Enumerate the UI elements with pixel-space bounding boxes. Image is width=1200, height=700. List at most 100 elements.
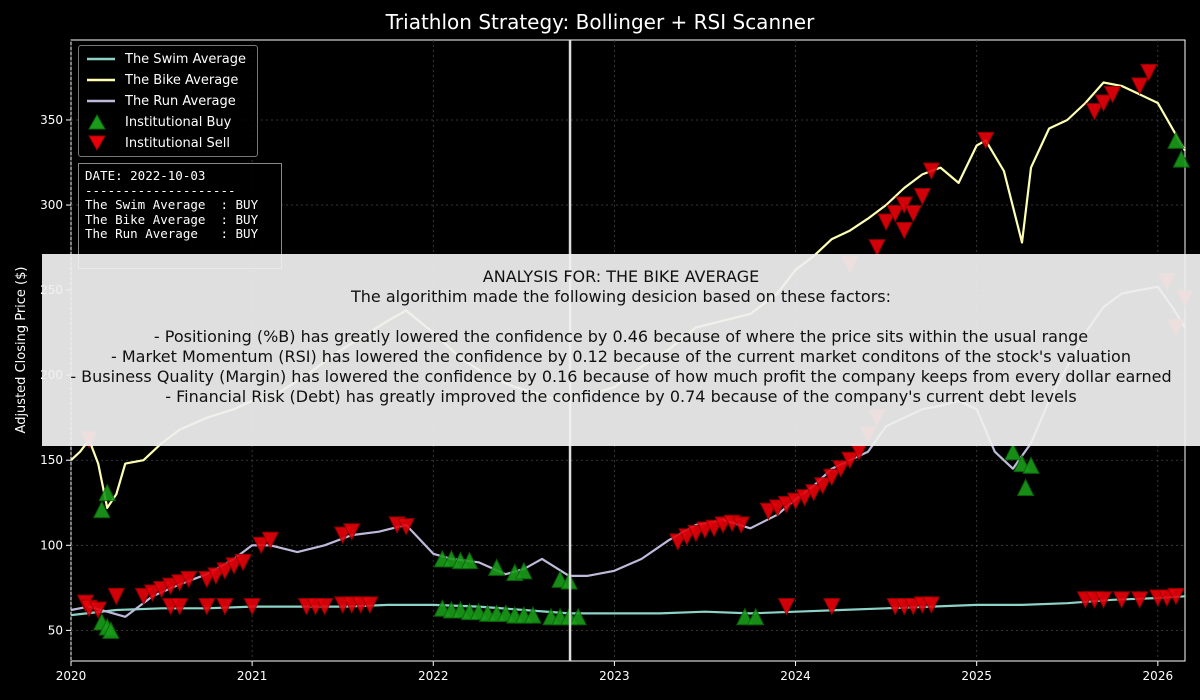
buy-signal-marker: [102, 621, 120, 639]
buy-signal-marker: [1022, 456, 1040, 474]
buy-signal-marker: [1004, 442, 1022, 461]
sell-signal-marker: [795, 489, 814, 507]
sell-signal-marker: [261, 531, 280, 550]
legend-item-sell: Institutional Sell: [87, 133, 230, 153]
x-axis-ticks: 2020 2021 2022 2023 2024 2025 2026: [56, 661, 1173, 683]
analysis-factor: - Business Quality (Margin) has lowered …: [70, 367, 1172, 386]
sell-signal-marker: [361, 596, 379, 614]
buy-signal-marker: [524, 605, 542, 624]
sell-signal-marker: [886, 205, 904, 223]
y-tick-label: 50: [48, 623, 63, 637]
buy-triangle-icon: [88, 113, 106, 130]
analysis-factor: - Positioning (%B) has greatly lowered t…: [153, 327, 1089, 346]
legend-label: The Run Average: [125, 93, 236, 109]
analysis-panel: ANALYSIS FOR: THE BIKE AVERAGE The algor…: [42, 254, 1200, 446]
x-tick-label: 2021: [237, 669, 268, 683]
sell-signal-marker: [804, 484, 823, 502]
sell-signal-marker: [913, 188, 932, 206]
sell-signal-marker: [179, 570, 198, 589]
sell-signal-marker: [841, 451, 859, 470]
sell-signal-marker: [216, 562, 234, 580]
sell-signal-marker: [705, 519, 723, 538]
sell-signal-marker: [759, 502, 778, 521]
sell-signal-marker: [822, 598, 841, 616]
sell-signal-marker: [813, 477, 832, 495]
sell-signal-marker: [170, 574, 189, 592]
chart-title: Triathlon Strategy: Bollinger + RSI Scan…: [385, 10, 815, 34]
sell-signal-marker: [868, 239, 886, 257]
buy-signal-marker: [92, 500, 111, 519]
legend-item-bike: The Bike Average: [87, 70, 238, 90]
sell-signal-marker: [822, 468, 841, 487]
buy-signal-marker: [1016, 478, 1035, 496]
sell-signal-marker: [161, 577, 180, 596]
info-swim-signal: The Swim Average : BUY: [85, 197, 259, 212]
sell-signal-marker: [1094, 94, 1113, 113]
x-tick-label: 2022: [418, 669, 449, 683]
sell-signal-marker: [922, 162, 941, 181]
sell-signal-marker: [922, 596, 941, 614]
sell-signal-marker: [1130, 591, 1149, 609]
info-separator: --------------------: [85, 182, 236, 198]
info-date: DATE: 2022-10-03: [85, 168, 206, 183]
sell-signal-marker: [1094, 591, 1113, 609]
buy-signal-marker: [460, 551, 479, 570]
sell-signal-marker: [904, 205, 923, 223]
sell-signal-marker: [832, 460, 850, 478]
sell-signal-marker: [895, 196, 914, 215]
sell-signal-marker: [732, 516, 751, 535]
legend-item-run: The Run Average: [87, 91, 236, 111]
x-tick-label: 2020: [56, 669, 87, 683]
sell-signal-marker: [768, 499, 787, 517]
legend-label: The Bike Average: [125, 72, 239, 88]
legend: The Swim Average The Bike Average The Ru…: [78, 45, 258, 157]
sell-signal-marker: [877, 213, 895, 232]
sell-signal-marker: [687, 524, 705, 543]
sell-signal-marker: [1139, 63, 1158, 82]
info-bike-signal: The Bike Average : BUY: [85, 211, 259, 227]
legend-label: The Swim Average: [125, 51, 246, 67]
sell-signal-marker: [342, 523, 361, 541]
x-tick-label: 2025: [961, 669, 992, 683]
legend-label: Institutional Sell: [125, 135, 230, 151]
sell-signal-marker: [678, 528, 696, 546]
y-tick-label: 300: [40, 198, 63, 212]
sell-signal-marker: [252, 536, 271, 555]
sell-signal-marker: [107, 587, 126, 606]
sell-signal-marker: [315, 598, 334, 616]
x-tick-label: 2024: [780, 669, 811, 683]
sell-signal-marker: [198, 570, 216, 589]
y-tick-label: 150: [40, 453, 63, 467]
buy-signal-marker: [515, 561, 533, 580]
y-tick-label: 350: [40, 113, 63, 127]
sell-signal-marker: [976, 131, 995, 150]
buy-signal-marker: [1172, 149, 1191, 168]
sell-signal-marker: [669, 533, 687, 552]
x-tick-label: 2023: [599, 669, 630, 683]
sell-signal-marker: [234, 553, 252, 572]
swim-average-line: [70, 595, 1186, 617]
swim-line-icon: [87, 57, 115, 61]
run-line-icon: [87, 99, 115, 103]
buy-signal-marker: [1167, 131, 1185, 149]
sell-signal-marker: [1103, 85, 1122, 104]
sell-signal-marker: [207, 567, 225, 586]
sell-signal-marker: [89, 601, 107, 620]
buy-signal-marker: [98, 483, 117, 502]
sell-signal-marker: [198, 598, 216, 616]
sell-signal-marker: [777, 495, 796, 514]
info-run-signal: The Run Average : BUY: [85, 226, 259, 241]
signal-info-box: DATE: 2022-10-03 -------------------- The …: [78, 163, 282, 269]
sell-signal-marker: [777, 598, 796, 616]
x-tick-label: 2026: [1143, 669, 1174, 683]
sell-signal-marker: [143, 584, 162, 603]
sell-signal-marker: [243, 598, 261, 616]
sell-signal-marker: [216, 598, 234, 616]
legend-label: Institutional Buy: [125, 114, 232, 130]
buy-signal-marker: [487, 558, 506, 576]
buy-signal-marker: [569, 607, 587, 626]
sell-triangle-icon: [88, 135, 106, 152]
sell-signal-marker: [397, 518, 415, 536]
buy-signal-marker: [746, 607, 765, 626]
analysis-factor: - Market Momentum (RSI) has lowered the …: [111, 347, 1131, 366]
